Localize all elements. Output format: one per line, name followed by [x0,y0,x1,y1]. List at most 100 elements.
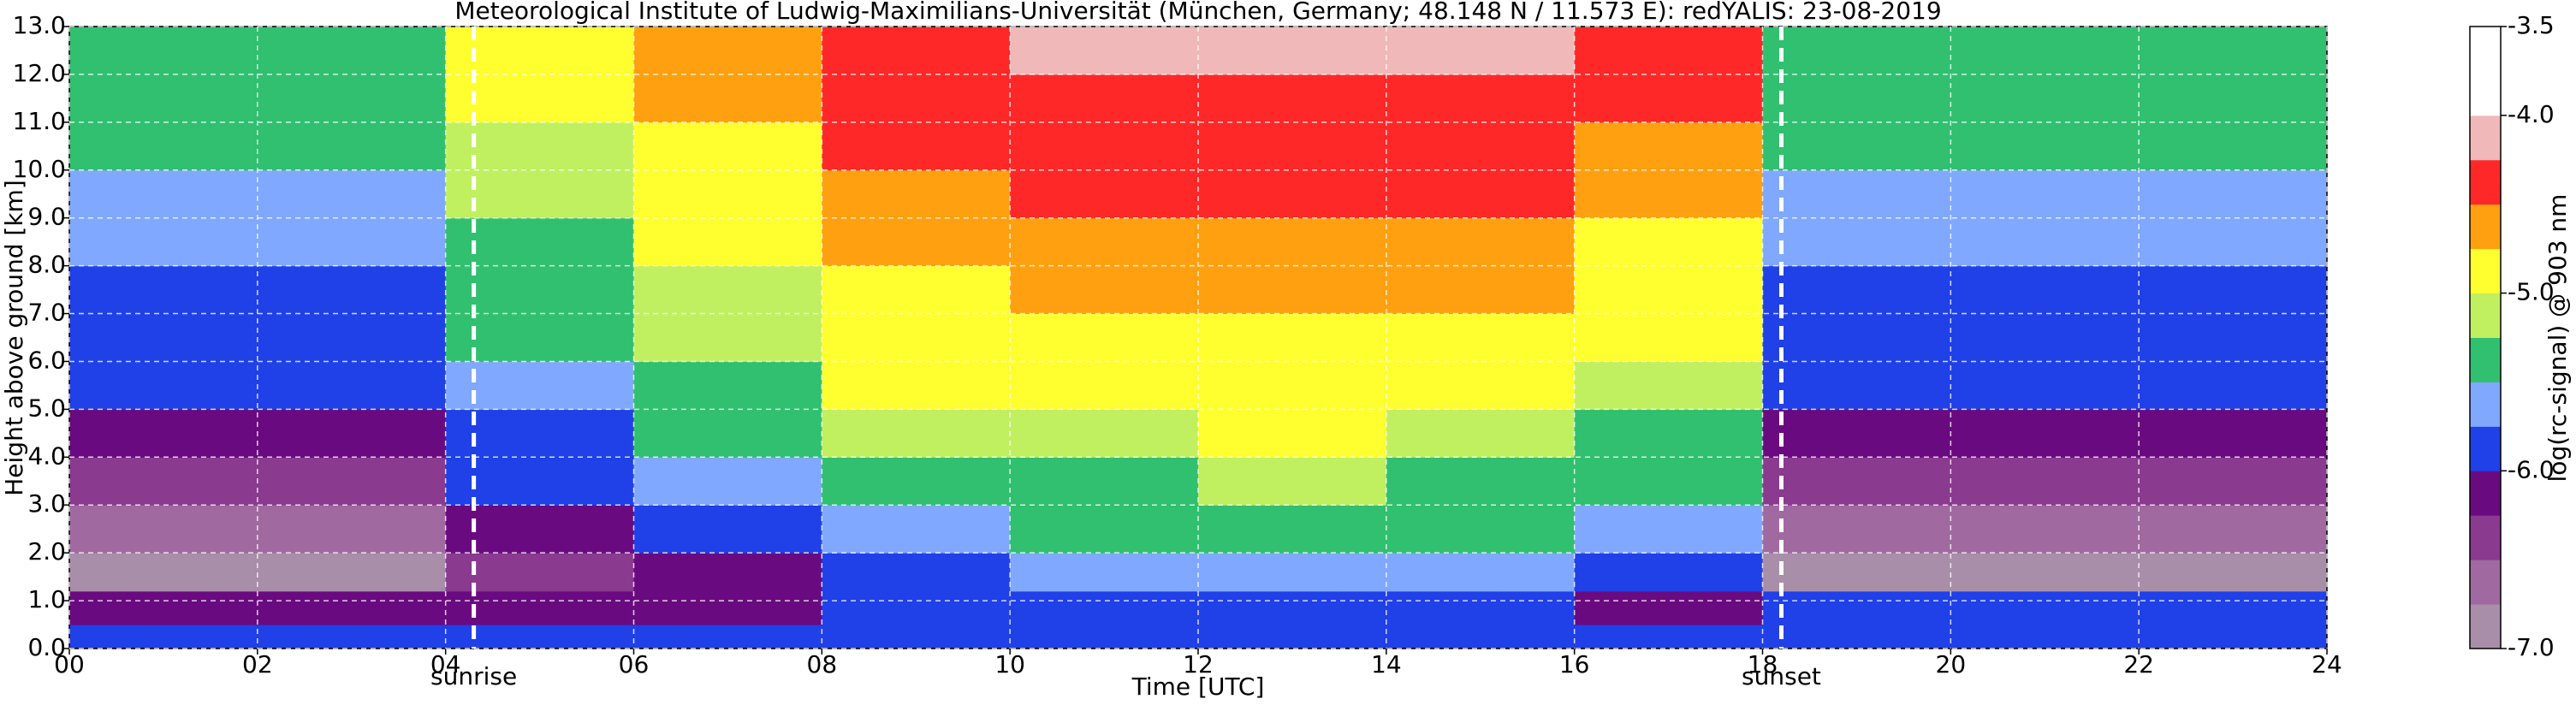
heatmap-cell [1574,361,1763,410]
colorbar-frame [2469,26,2502,649]
colorbar-label: log(rc-signal) @ 903 nm [2543,194,2572,483]
heatmap-cell [445,457,634,506]
x-tick-label: 04 [430,650,461,678]
heatmap-cell [633,361,822,410]
heatmap-cell [257,553,447,592]
y-tick-label: 5.0 [27,394,66,422]
heatmap-cell [69,625,258,649]
heatmap-cell [1574,74,1763,123]
heatmap-cell [1010,169,1199,219]
colorbar-tick-label: -6.0 [2508,455,2555,483]
heatmap-cell [822,553,1011,592]
colorbar-segment [2470,426,2501,471]
heatmap-cell [1574,457,1763,506]
x-tick-label: 22 [2123,650,2154,678]
heatmap-cell [822,457,1011,506]
heatmap-cell [1386,505,1576,554]
heatmap-cell [69,313,258,362]
y-axis-label: Height above ground [km] [0,180,28,496]
heatmap-cell [1574,313,1763,362]
heatmap-cell [633,265,822,315]
heatmap-cell [1762,74,1951,123]
y-tick-label: 1.0 [27,585,66,613]
heatmap-cell [1010,553,1199,592]
heatmap-cell [2139,361,2328,410]
heatmap-cell [2139,265,2328,315]
heatmap-cell [2139,505,2328,554]
heatmap-cell [633,457,822,506]
heatmap-cell [1010,505,1199,554]
heatmap-cell [1386,265,1576,315]
heatmap-cell [1762,121,1951,171]
x-tick-label: 00 [54,650,85,678]
heatmap-cell [822,313,1011,362]
heatmap-cell [633,505,822,554]
x-axis-label: Time [UTC] [1131,672,1265,701]
y-tick-label: 12.0 [13,59,66,87]
heatmap-cell [1386,553,1576,592]
colorbar-segment [2470,471,2501,516]
heatmap-cell [1574,217,1763,267]
colorbar-tick-label: -4.0 [2508,100,2555,128]
y-tick-label: 3.0 [27,489,66,518]
heatmap-cell [1762,409,1951,458]
heatmap-cell [1762,505,1951,554]
heatmap-cell [69,265,258,315]
heatmap-cell [1950,457,2140,506]
heatmap-cell [633,27,822,75]
heatmap-cell [1198,590,1387,625]
heatmap-cell [1950,169,2140,219]
heatmap-cell [1010,590,1199,625]
colorbar-segment [2470,515,2501,560]
heatmap-cell [2139,457,2328,506]
heatmap-cell [633,169,822,219]
heatmap-cell [257,169,447,219]
heatmap-cell [1386,590,1576,625]
heatmap-cell [822,27,1011,75]
heatmap-cell [1762,169,1951,219]
annotation-label: sunset [1742,662,1821,690]
heatmap-cell [445,409,634,458]
heatmap-cell [69,121,258,171]
heatmap-cell [1386,409,1576,458]
heatmap-cell [69,553,258,592]
heatmap-cell [69,590,258,625]
heatmap-cell [633,590,822,625]
heatmap-cell [822,217,1011,267]
heatmap-cell [1950,265,2140,315]
heatmap-cell [69,217,258,267]
heatmap-cell [1762,217,1951,267]
x-tick-label: 08 [807,650,838,678]
heatmap-cell [445,169,634,219]
heatmap-cell [1010,361,1199,410]
heatmap-cell [257,313,447,362]
heatmap-cell [633,313,822,362]
heatmap-cell [1950,74,2140,123]
heatmap-cell [822,361,1011,410]
x-tick-label: 14 [1371,650,1402,678]
heatmap-cell [1198,27,1387,75]
heatmap-cell [822,625,1011,649]
heatmap-cell [1010,457,1199,506]
heatmap-cell [257,217,447,267]
colorbar-segment [2470,204,2501,250]
heatmap-cell [1198,361,1387,410]
heatmap-cell [2139,27,2328,75]
heatmap-cell [69,74,258,123]
heatmap-cell [1574,121,1763,171]
heatmap-cell [1950,361,2140,410]
x-tick-label: 24 [2312,650,2342,678]
heatmap-cell [445,505,634,554]
y-tick-label: 0.0 [27,633,66,661]
heatmap-cell [1574,409,1763,458]
heatmap-cell [1198,313,1387,362]
heatmap-cell [69,27,258,75]
heatmap-cell [1950,121,2140,171]
heatmap-cell [1386,217,1576,267]
heatmap-cell [1762,361,1951,410]
y-tick-label: 7.0 [27,299,66,327]
heatmap-cell [1010,625,1199,649]
heatmap-cell [257,409,447,458]
heatmap-cell [69,361,258,410]
